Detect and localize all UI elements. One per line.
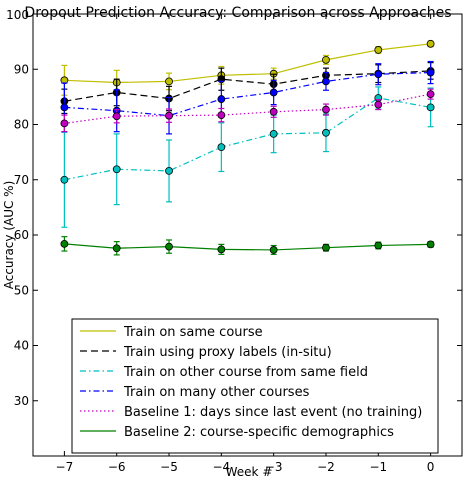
data-point — [112, 244, 121, 253]
legend-box — [71, 318, 439, 454]
data-point — [165, 167, 173, 175]
data-point — [322, 55, 330, 64]
data-point — [217, 95, 226, 103]
series-line — [64, 97, 431, 181]
chart-title: Dropout Prediction Accuracy: Comparison … — [24, 5, 451, 21]
data-point — [426, 103, 435, 112]
data-point — [374, 70, 383, 79]
y-tick-label: 40 — [14, 339, 29, 353]
y-tick-label: 50 — [14, 283, 29, 297]
y-tick-label: 80 — [14, 118, 29, 132]
series-group — [60, 39, 435, 256]
series-line — [64, 243, 431, 251]
y-tick-label: 60 — [14, 228, 29, 242]
data-point — [426, 90, 435, 99]
data-point — [322, 128, 330, 137]
data-point — [165, 77, 173, 86]
y-tick-label-top: 100 — [6, 8, 29, 22]
y-axis-label: Accuracy (AUC %) — [2, 181, 16, 290]
x-tick-label: −7 — [56, 460, 74, 474]
data-point — [217, 111, 226, 120]
legend-entry: Train on same course — [123, 325, 263, 340]
data-point — [165, 111, 173, 120]
data-point — [60, 175, 69, 184]
series-6 — [60, 236, 435, 256]
data-point — [322, 105, 330, 114]
data-point — [322, 243, 330, 252]
data-point — [426, 240, 435, 249]
plot-frame — [32, 13, 463, 457]
y-tick-label: 70 — [14, 173, 29, 187]
data-point — [426, 68, 435, 77]
data-point — [374, 100, 383, 109]
series-1 — [60, 39, 435, 96]
x-axis-label: Week # — [226, 465, 273, 479]
legend: Train on same course Train using proxy la… — [71, 318, 439, 454]
x-tick-label: −4 — [212, 460, 230, 474]
series-5 — [60, 88, 435, 133]
y-tick-label: 30 — [14, 394, 29, 408]
data-point — [60, 103, 69, 112]
data-point — [374, 46, 383, 54]
data-point — [217, 143, 226, 152]
x-tick-label: −2 — [317, 460, 335, 474]
data-point — [112, 165, 121, 174]
legend-entry: Baseline 1: days since last event (no tr… — [124, 405, 422, 420]
data-point — [322, 77, 330, 86]
data-point — [269, 129, 278, 138]
data-point — [426, 39, 435, 48]
legend-entry: Train on many other courses — [123, 385, 310, 400]
legend-entry: Train using proxy labels (in-situ) — [123, 345, 332, 360]
x-tick-label: −5 — [160, 460, 178, 474]
data-point — [269, 88, 278, 97]
axis-ticks: −7 −6 −5 −4 −3 −2 −1 0 30 40 50 60 70 80 90 — [14, 14, 462, 474]
data-point — [217, 245, 226, 254]
data-point — [165, 242, 173, 251]
data-point — [112, 112, 121, 121]
series-line — [64, 43, 431, 84]
data-point — [374, 241, 383, 250]
x-tick-label: −1 — [369, 460, 387, 474]
x-tick-label: 0 — [427, 460, 435, 474]
x-tick-label: −6 — [108, 460, 126, 474]
data-point — [60, 119, 69, 128]
data-point — [269, 246, 278, 254]
x-tick-label: −3 — [265, 460, 283, 474]
y-tick-label: 90 — [14, 62, 29, 76]
legend-entry: Train on other course from same field — [123, 365, 368, 380]
data-point — [269, 107, 278, 116]
series-line — [64, 70, 431, 102]
legend-entry: Baseline 2: course-specific demographics — [124, 425, 394, 440]
data-point — [60, 239, 69, 248]
